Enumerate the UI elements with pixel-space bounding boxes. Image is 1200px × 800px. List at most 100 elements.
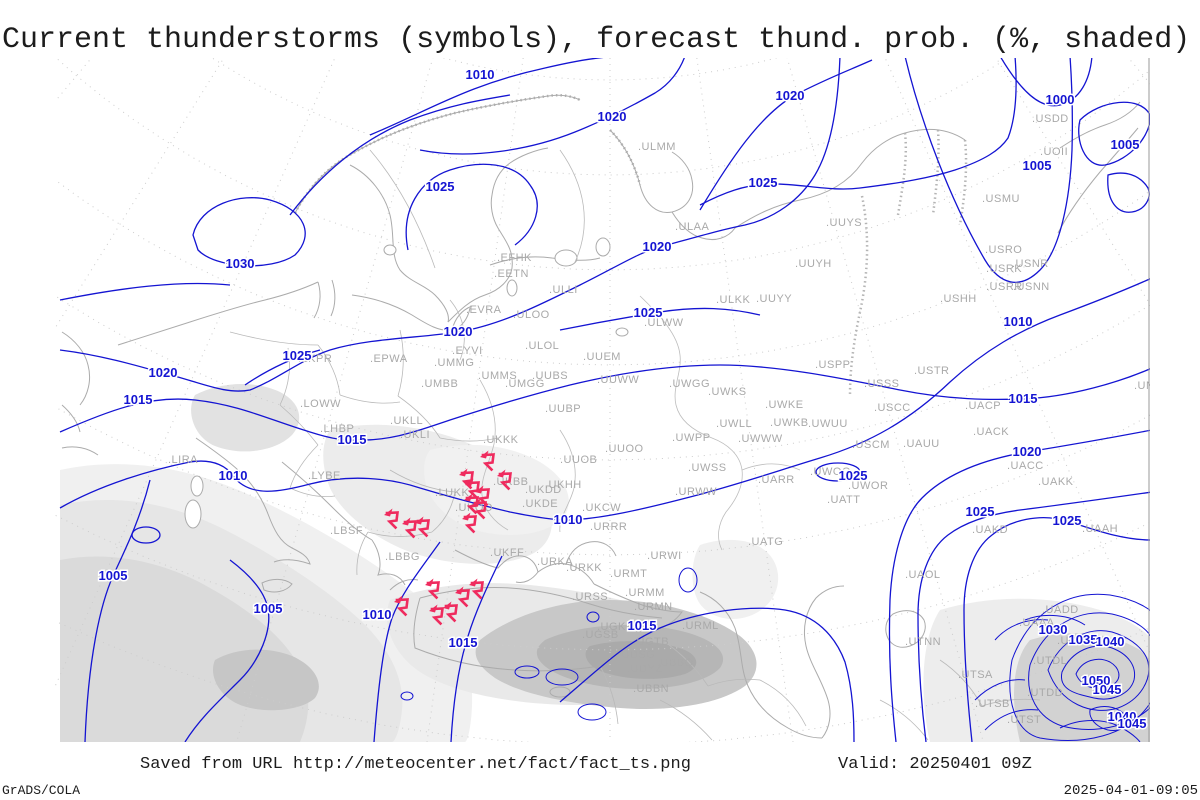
isobar-label: 1030 (1039, 622, 1068, 637)
station-label: .EETN (494, 268, 529, 280)
station-label: .URSS (572, 591, 608, 603)
station-label: .USTR (914, 365, 950, 377)
station-label: .UKDD (525, 484, 562, 496)
station-label: .UWKS (708, 386, 747, 398)
station-label: .UWPP (672, 432, 711, 444)
station-label: .URMT (610, 568, 647, 580)
isobar-label: 1015 (449, 635, 478, 650)
isobar-label: 1010 (363, 607, 392, 622)
station-label: .UATT (827, 494, 860, 506)
isobar-label: 1015 (628, 618, 657, 633)
station-label: .UARR (758, 474, 795, 486)
station-label: .UADD (1042, 604, 1079, 616)
footer-valid-time: Valid: 20250401 09Z (838, 755, 1032, 774)
station-label: .UTKN (1057, 635, 1093, 647)
station-label: .UTST (1007, 714, 1041, 726)
station-label: .USRO (985, 244, 1022, 256)
station-label: .UATG (748, 536, 783, 548)
station-label: .UKHH (545, 479, 582, 491)
graticule-meridian (55, 58, 93, 103)
isobar-label: 1010 (554, 512, 583, 527)
station-label: .URKA (537, 556, 573, 568)
isobar-label: 1010 (466, 67, 495, 82)
station-label: .UDSG (618, 649, 655, 661)
station-label: .UUWW (597, 374, 639, 386)
station-label: .UUYY (756, 293, 792, 305)
station-label: .UUBS (532, 370, 568, 382)
station-label: .USRK (986, 263, 1022, 275)
station-label: .ULOL (525, 340, 559, 352)
isobar-label: 1030 (226, 256, 255, 271)
station-label: .URML (682, 620, 719, 632)
station-label: .URKK (566, 562, 602, 574)
graticule-parallel (55, 406, 1150, 556)
station-label: .UGSB (582, 629, 619, 641)
station-label: .UKLL (390, 415, 423, 427)
station-label: .UWKE (765, 399, 804, 411)
station-label: .URWW (675, 486, 717, 498)
station-label: .UAAA (1019, 617, 1055, 629)
station-label: .UWLL (716, 418, 752, 430)
isobar-label: 1025 (839, 468, 868, 483)
station-labels: .ULMM .ULAA .EFHK .EETN .ULLI .EVRA .ULOO .ULKK… (168, 113, 1170, 726)
station-label: .UWKB (770, 417, 809, 429)
station-label: .USCM (852, 439, 890, 451)
isobar-label: 1020 (444, 324, 473, 339)
station-label: .UMMG (434, 357, 474, 369)
station-label: .UNBB (1134, 380, 1170, 392)
station-label: .URMN (634, 601, 673, 613)
station-label: .UWOR (848, 480, 888, 492)
footer-timestamp: 2025-04-01-09:05 (1064, 783, 1198, 799)
isobar-label: 1040 (1096, 634, 1125, 649)
isobar-label: 1035 (1069, 632, 1098, 647)
station-label: .UDYZ (627, 663, 663, 675)
isobar-value-labels: 1010 1020 1020 1000 1005 1005 1025 1025 1020 1030… (97, 66, 1148, 733)
station-label: .USRR (986, 281, 1023, 293)
station-label: .UWUU (808, 418, 848, 430)
station-label: .UWSS (688, 462, 727, 474)
coastlines (61, 93, 1141, 739)
isobar-label: 1025 (966, 504, 995, 519)
station-label: .UAAH (1082, 523, 1118, 535)
map-title: Current thunderstorms (symbols), forecas… (2, 23, 1190, 57)
isobar-label: 1025 (749, 175, 778, 190)
station-label: .USNR (1012, 258, 1049, 270)
station-label: .UTSB (975, 698, 1010, 710)
isobar-label: 1015 (1009, 391, 1038, 406)
graticule-meridian (0, 0, 164, 390)
station-label: .USMU (982, 193, 1020, 205)
station-label: .LOWW (300, 398, 341, 410)
station-label: .UUBP (545, 403, 581, 415)
station-label: .URRR (590, 521, 627, 533)
station-label: .UGTB (633, 636, 669, 648)
station-label: .UACK (973, 426, 1009, 438)
isobar-label: 1000 (1046, 92, 1075, 107)
isobar-label: 1005 (99, 568, 128, 583)
station-label: .EYVI (452, 345, 483, 357)
station-label: .USNN (1013, 281, 1050, 293)
station-label: .USPP (815, 359, 851, 371)
station-label: .ULOO (513, 309, 550, 321)
station-label: .UKLI (400, 429, 430, 441)
station-label: .UTSA (958, 669, 993, 681)
country-borders (229, 149, 1041, 741)
isobar-label: 1020 (149, 365, 178, 380)
station-label: .UWGG (669, 378, 710, 390)
station-label: .UKKK (483, 434, 519, 446)
station-label: .UACC (1007, 460, 1044, 472)
isobar-label: 1005 (254, 601, 283, 616)
graticule-meridian (1056, 0, 1200, 390)
station-label: .UOII (1040, 146, 1068, 158)
station-label: .LIRA (168, 454, 198, 466)
station-label: .EPWA (370, 353, 408, 365)
station-label: .UAOL (905, 569, 941, 581)
isobar-label: 1045 (1093, 682, 1122, 697)
station-label: .UAUU (903, 438, 940, 450)
isobar-label: 1025 (1053, 513, 1082, 528)
station-label: .UAKK (1038, 476, 1074, 488)
station-label: .UKFF (490, 547, 524, 559)
isobar-label: 1005 (1111, 137, 1140, 152)
isobar-label: 1025 (426, 179, 455, 194)
isobar-label: 1015 (338, 432, 367, 447)
